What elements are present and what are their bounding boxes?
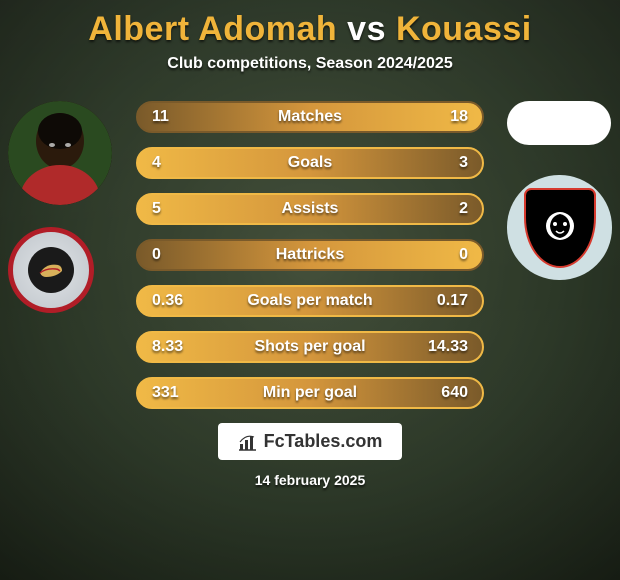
player2-avatar [507,101,611,145]
player1-name: Albert Adomah [88,10,337,48]
stat-label: Goals [138,154,482,172]
date-text: 14 february 2025 [0,472,620,488]
stat-row: 0Hattricks0 [136,239,484,271]
person-silhouette-icon [8,101,112,205]
stat-label: Hattricks [138,246,482,264]
footer: FcTables.com 14 february 2025 [0,423,620,488]
player1-crest [8,227,94,313]
stat-left-value: 11 [152,108,169,126]
stat-left-value: 8.33 [152,338,183,356]
player2-name: Kouassi [396,10,532,48]
subtitle: Club competitions, Season 2024/2025 [0,55,620,73]
bird-crest-icon [36,255,66,285]
stat-row: 0.36Goals per match0.17 [136,285,484,317]
stat-right-value: 640 [441,384,468,402]
player2-crest [507,175,612,280]
stat-left-value: 0 [152,246,161,264]
stat-label: Matches [138,108,482,126]
stat-right-value: 0.17 [437,292,468,310]
stat-right-value: 14.33 [428,338,468,356]
stat-left-value: 4 [152,154,161,172]
stat-list: 11Matches18 4Goals3 5Assists2 0Hattricks0 0.… [136,101,484,409]
player1-avatar [8,101,112,205]
stat-left-value: 331 [152,384,179,402]
left-player-column [8,101,112,313]
brand-label: FcTables.com [264,431,383,452]
stat-row: 4Goals3 [136,147,484,179]
vs-text: vs [347,10,386,48]
stat-left-value: 5 [152,200,161,218]
stat-right-value: 2 [459,200,468,218]
lion-crest-icon [538,206,582,250]
stat-row: 5Assists2 [136,193,484,225]
stat-right-value: 18 [450,108,468,126]
stat-right-value: 3 [459,154,468,172]
page-title: Albert Adomah vs Kouassi [0,10,620,49]
chart-bar-icon [238,432,258,452]
brand-badge[interactable]: FcTables.com [218,423,403,460]
right-player-column [507,101,612,280]
stat-left-value: 0.36 [152,292,183,310]
stat-row: 331Min per goal640 [136,377,484,409]
stat-label: Min per goal [138,384,482,402]
stat-right-value: 0 [459,246,468,264]
stat-row: 8.33Shots per goal14.33 [136,331,484,363]
compare-area: 11Matches18 4Goals3 5Assists2 0Hattricks0 0.… [0,101,620,409]
stat-label: Goals per match [138,292,482,310]
stat-label: Assists [138,200,482,218]
stat-row: 11Matches18 [136,101,484,133]
